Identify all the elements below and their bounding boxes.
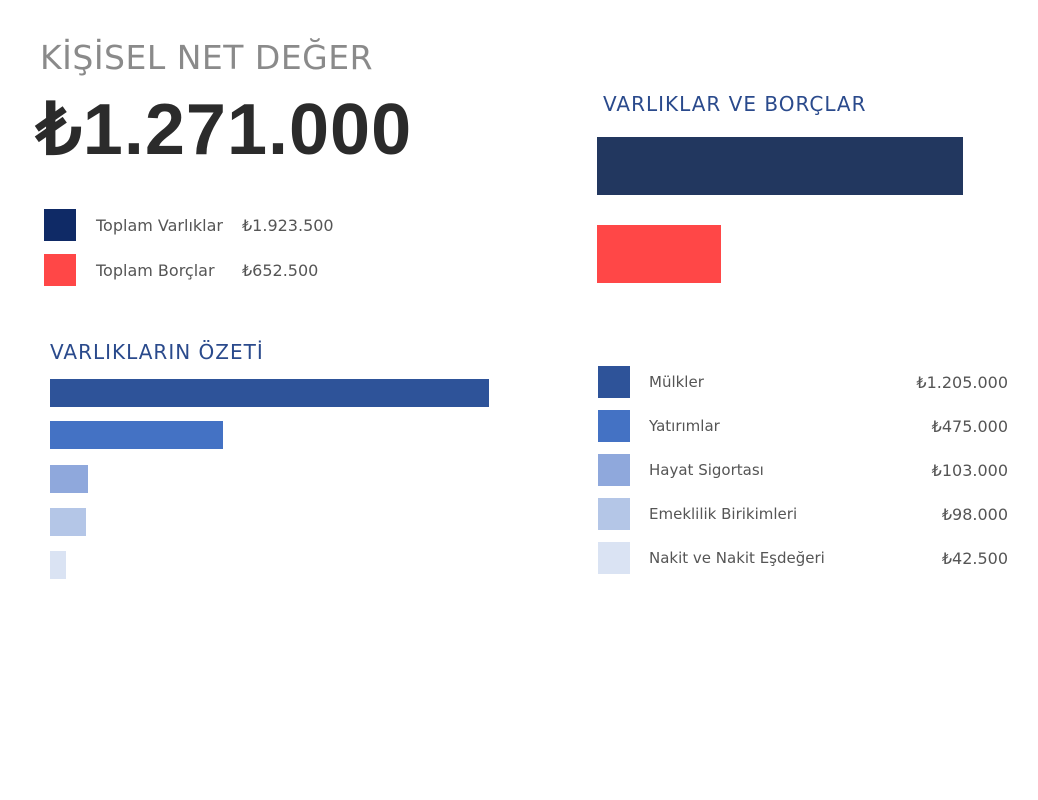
legend-value: ₺1.205.000 [916, 372, 1008, 392]
bar-retirement-savings [50, 508, 86, 536]
cash-swatch [598, 542, 630, 574]
bar-total-assets [597, 137, 963, 195]
bar-properties [50, 379, 489, 407]
legend-total-assets: Toplam Varlıklar ₺1.923.500 [44, 209, 334, 241]
bar-investments [50, 421, 223, 449]
life-insurance-swatch [598, 454, 630, 486]
legend-label: Yatırımlar [649, 417, 720, 435]
net-worth-value: ₺1.271.000 [36, 90, 413, 170]
legend-value: ₺1.923.500 [242, 215, 334, 235]
legend-value: ₺475.000 [931, 416, 1008, 436]
investments-swatch [598, 410, 630, 442]
legend-label: Mülkler [649, 373, 704, 391]
legend-label: Emeklilik Birikimleri [649, 505, 798, 523]
legend-item-properties: Mülkler ₺1.205.000 [598, 366, 1008, 398]
asset-summary-title: VARLIKLARIN ÖZETİ [50, 340, 264, 364]
legend-label: Hayat Sigortası [649, 461, 764, 479]
legend-label: Toplam Borçlar [96, 260, 215, 280]
legend-item-investments: Yatırımlar ₺475.000 [598, 410, 1008, 442]
legend-value: ₺98.000 [941, 504, 1008, 524]
total-liabilities-swatch [44, 254, 76, 286]
legend-value: ₺103.000 [931, 460, 1008, 480]
legend-label: Nakit ve Nakit Eşdeğeri [649, 549, 825, 567]
page-title: KİŞİSEL NET DEĞER [40, 38, 374, 77]
legend-label: Toplam Varlıklar [96, 215, 223, 235]
legend-item-life-insurance: Hayat Sigortası ₺103.000 [598, 454, 1008, 486]
assets-liabilities-title: VARLIKLAR VE BORÇLAR [603, 92, 867, 116]
bar-total-liabilities [597, 225, 721, 283]
bar-cash [50, 551, 66, 579]
legend-item-cash: Nakit ve Nakit Eşdeğeri ₺42.500 [598, 542, 1008, 574]
total-assets-swatch [44, 209, 76, 241]
legend-value: ₺42.500 [941, 548, 1008, 568]
bar-life-insurance [50, 465, 88, 493]
legend-total-liabilities: Toplam Borçlar ₺652.500 [44, 254, 318, 286]
legend-item-retirement-savings: Emeklilik Birikimleri ₺98.000 [598, 498, 1008, 530]
properties-swatch [598, 366, 630, 398]
retirement-savings-swatch [598, 498, 630, 530]
legend-value: ₺652.500 [242, 260, 319, 280]
